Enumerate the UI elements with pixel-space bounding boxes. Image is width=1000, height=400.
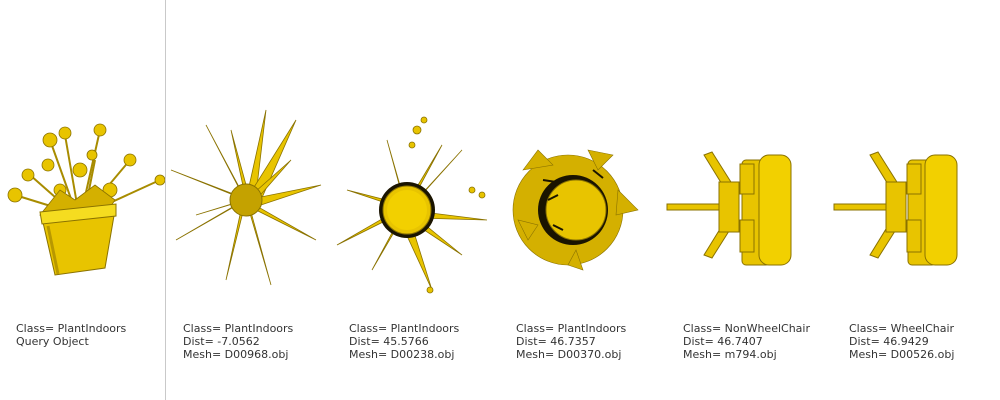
result-2-plant-model (336, 116, 488, 294)
result-1-dist-label: Dist= -7.0562 (183, 335, 260, 348)
result-3-mesh-label: Mesh= D00370.obj (516, 348, 622, 361)
query-caption: Class= PlantIndoors Query Object (16, 322, 126, 348)
result-1-caption: Class= PlantIndoors Dist= -7.0562 Mesh= … (183, 322, 293, 361)
result-4-caption: Class= NonWheelChair Dist= 46.7407 Mesh=… (683, 322, 810, 361)
query-divider (165, 0, 166, 400)
result-1-mesh-label: Mesh= D00968.obj (183, 348, 289, 361)
result-5-mesh-label: Mesh= D00526.obj (849, 348, 955, 361)
result-4-mesh-label: Mesh= m794.obj (683, 348, 777, 361)
result-4-class-label: Class= NonWheelChair (683, 322, 810, 335)
result-3-dist-label: Dist= 46.7357 (516, 335, 596, 348)
result-3-class-label: Class= PlantIndoors (516, 322, 627, 335)
query-panel[interactable]: Class= PlantIndoors Query Object (0, 0, 166, 400)
result-item-1[interactable]: Class= PlantIndoors Dist= -7.0562 Mesh= … (166, 0, 332, 400)
result-item-3[interactable]: Class= PlantIndoors Dist= 46.7357 Mesh= … (498, 0, 664, 400)
result-3-caption: Class= PlantIndoors Dist= 46.7357 Mesh= … (516, 322, 626, 361)
result-item-4[interactable]: Class= NonWheelChair Dist= 46.7407 Mesh=… (664, 0, 830, 400)
query-object-label: Query Object (16, 335, 89, 348)
result-4-dist-label: Dist= 46.7407 (683, 335, 763, 348)
result-item-5[interactable]: Class= WheelChair Dist= 46.9429 Mesh= D0… (830, 0, 996, 400)
result-2-mesh-label: Mesh= D00238.obj (349, 348, 455, 361)
result-5-class-label: Class= WheelChair (849, 322, 955, 335)
result-item-2[interactable]: Class= PlantIndoors Dist= 45.5766 Mesh= … (332, 0, 498, 400)
result-2-dist-label: Dist= 45.5766 (349, 335, 429, 348)
result-1-plant-model (170, 109, 322, 286)
result-5-wheelchair-model (833, 151, 958, 266)
result-5-dist-label: Dist= 46.9429 (849, 335, 929, 348)
result-5-caption: Class= WheelChair Dist= 46.9429 Mesh= D0… (849, 322, 954, 361)
query-class-label: Class= PlantIndoors (16, 322, 127, 335)
result-4-chair-model (666, 151, 792, 266)
result-2-caption: Class= PlantIndoors Dist= 45.5766 Mesh= … (349, 322, 459, 361)
result-3-plant-model (512, 149, 639, 271)
result-2-class-label: Class= PlantIndoors (349, 322, 460, 335)
result-1-class-label: Class= PlantIndoors (183, 322, 294, 335)
query-plant-pot-model (7, 123, 166, 276)
